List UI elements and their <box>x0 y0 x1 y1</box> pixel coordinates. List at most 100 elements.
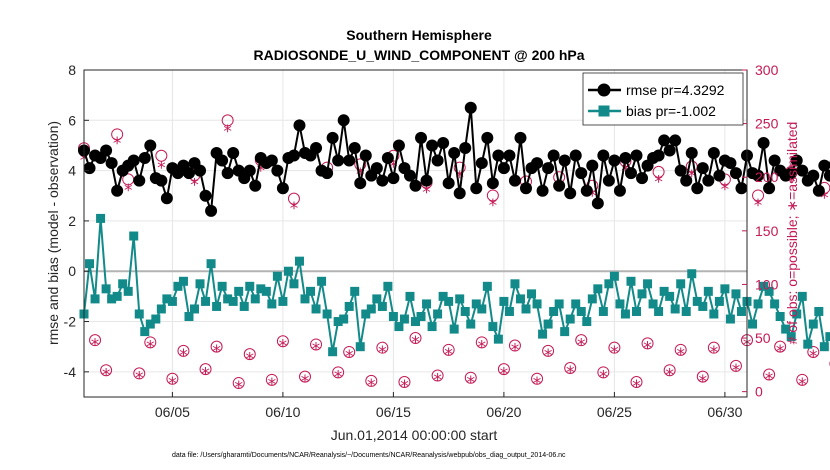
bias-point <box>803 339 813 349</box>
bias-point <box>543 319 553 329</box>
obs-assimilated-point: * <box>146 337 155 357</box>
obs-possible-point <box>696 370 709 383</box>
bias-point <box>814 306 824 316</box>
rmse-point <box>332 154 345 167</box>
rmse-point <box>630 149 643 162</box>
chart-subtitle: RADIOSONDE_U_WIND_COMPONENT @ 200 hPa <box>253 47 584 63</box>
rmse-point <box>575 167 588 180</box>
rmse-point <box>663 144 676 157</box>
y-right-tick-label: 0 <box>755 384 763 400</box>
bias-point <box>560 327 570 337</box>
bias-point <box>151 314 161 324</box>
obs-assimilated-point: * <box>467 373 476 393</box>
bias-point <box>195 279 205 289</box>
obs-assimilated-point: * <box>389 157 398 177</box>
bias-point <box>659 286 669 296</box>
obs-assimilated-point: * <box>765 370 774 390</box>
rmse-point <box>453 187 466 200</box>
bias-point <box>808 319 818 329</box>
obs-possible-point <box>409 332 422 345</box>
bias-point <box>178 276 188 286</box>
bias-point <box>223 294 233 304</box>
obs-assimilated-point: * <box>721 180 730 200</box>
rmse-point <box>674 164 687 177</box>
rmse-point <box>160 192 173 205</box>
rmse-point <box>514 131 527 144</box>
bias-point <box>90 294 100 304</box>
rmse-point <box>111 184 124 197</box>
obs-possible-point <box>100 364 113 377</box>
obs-assimilated-point: * <box>246 349 255 369</box>
obs-possible-point <box>508 339 521 352</box>
rmse-point <box>696 162 709 175</box>
bias-point <box>190 304 199 314</box>
rmse-point <box>807 169 820 182</box>
rmse-point <box>310 141 323 154</box>
bias-point <box>156 304 166 314</box>
rmse-point <box>652 149 665 162</box>
obs-assimilated-point: * <box>179 346 188 366</box>
rmse-point <box>448 147 461 160</box>
y-right-axis-label: # of obs: o=possible; ∗=assimilated <box>784 122 800 345</box>
bias-point <box>366 304 376 314</box>
bias-point <box>477 304 487 314</box>
bias-point <box>344 301 354 311</box>
bias-point <box>521 304 531 314</box>
rmse-point <box>492 149 505 162</box>
rmse-point <box>221 167 234 180</box>
rmse-point <box>613 184 626 197</box>
rmse-point <box>724 157 737 170</box>
bias-point <box>670 304 680 314</box>
legend-bias-label: bias pr=-1.002 <box>626 103 716 119</box>
x-tick-label: 06/25 <box>597 404 632 420</box>
rmse-point <box>586 159 599 172</box>
bias-point <box>786 332 796 342</box>
obs-possible-point <box>243 348 256 361</box>
bias-point <box>654 306 664 316</box>
rmse-point <box>597 149 610 162</box>
rmse-point <box>359 149 372 162</box>
bias-point <box>466 319 476 329</box>
bias-series <box>79 213 830 357</box>
bias-point <box>825 332 830 342</box>
rmse-point <box>337 114 350 127</box>
obs-assimilated-point: * <box>577 335 586 355</box>
rmse-point <box>823 169 830 182</box>
rmse-point <box>531 157 544 170</box>
bias-point <box>427 322 437 332</box>
rmse-point <box>707 147 720 160</box>
obs-assimilated-point: * <box>588 186 597 206</box>
bias-point <box>620 309 630 319</box>
rmse-point <box>702 174 715 187</box>
obs-possible-point <box>630 375 643 388</box>
x-axis-label: Jun.01,2014 00:00:00 start <box>331 427 498 443</box>
bias-point <box>438 291 448 301</box>
obs-assimilated-point: * <box>511 341 520 361</box>
obs-assimilated-point: * <box>478 337 487 357</box>
bias-point <box>598 306 608 316</box>
rmse-point <box>293 119 306 132</box>
bias-point <box>433 309 443 319</box>
bias-point <box>294 256 304 266</box>
rmse-point <box>409 179 422 192</box>
rmse-point <box>536 184 549 197</box>
rmse-point <box>812 184 825 197</box>
obs-assimilated-point: * <box>566 363 575 383</box>
bias-point <box>549 306 559 316</box>
rmse-point <box>426 139 439 152</box>
y-tick-label: 4 <box>68 163 76 179</box>
y-tick-label: 6 <box>68 112 76 128</box>
rmse-point <box>608 154 621 167</box>
bias-point <box>515 294 525 304</box>
obs-assimilated-point: * <box>367 376 376 396</box>
rmse-point <box>752 169 765 182</box>
rmse-point <box>658 134 671 147</box>
bias-point <box>129 231 139 241</box>
rmse-point <box>553 179 566 192</box>
obs-possible-point <box>133 367 146 380</box>
bias-point <box>554 299 564 309</box>
rmse-point <box>636 172 649 185</box>
bias-point <box>411 317 420 327</box>
obs-assimilated-point: * <box>223 122 232 142</box>
rmse-point <box>564 187 577 200</box>
